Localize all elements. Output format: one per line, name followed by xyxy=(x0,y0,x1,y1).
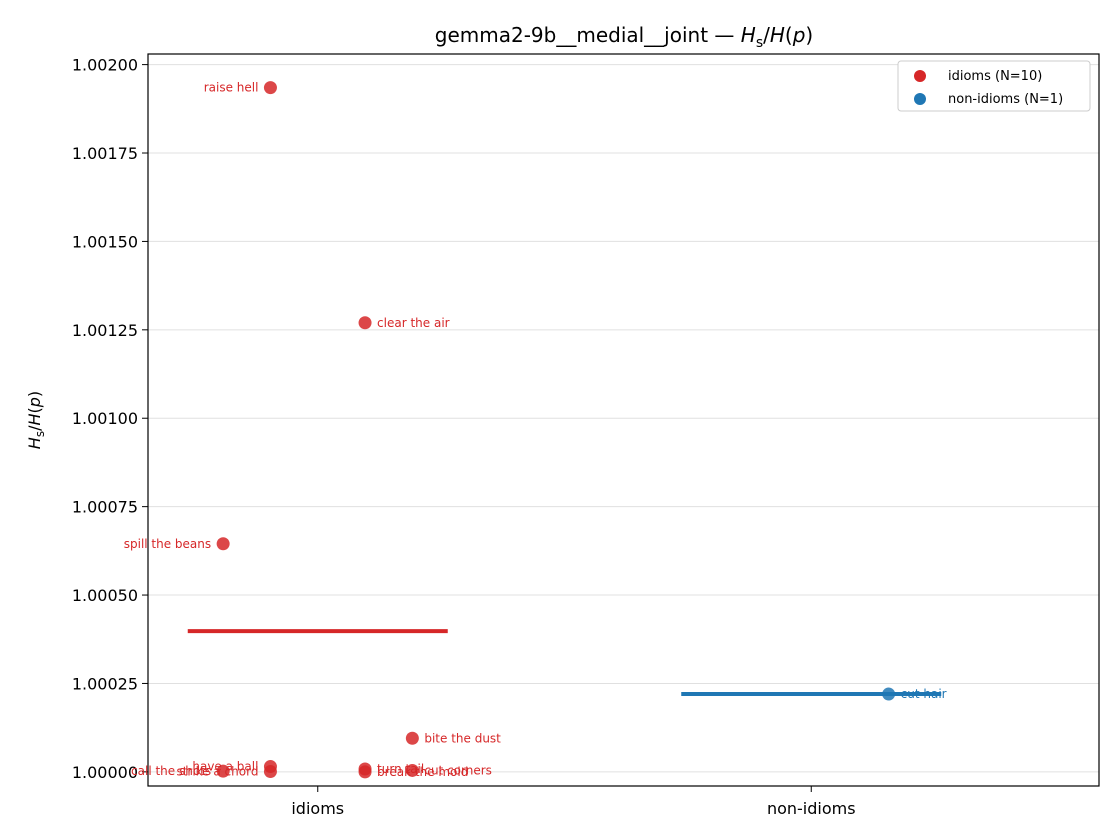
legend-marker-non-idioms xyxy=(914,93,926,105)
y-tick-label: 1.00100 xyxy=(72,409,138,428)
point-label: have a ball xyxy=(192,760,258,774)
mean-lines xyxy=(187,629,942,697)
legend-box xyxy=(897,60,1091,112)
chart-title: gemma2-9b__medial__joint — Hs/H(p) xyxy=(435,23,813,51)
grid xyxy=(148,64,1099,773)
point-label: turn tail xyxy=(377,762,424,776)
point-label: bite the dust xyxy=(424,731,501,745)
data-point xyxy=(216,764,230,778)
data-point xyxy=(216,537,230,551)
y-tick-label: 1.00150 xyxy=(72,232,138,251)
data-point xyxy=(405,763,419,777)
data-point xyxy=(263,765,277,779)
point-label: spill the beans xyxy=(124,537,211,551)
data-points xyxy=(216,81,896,779)
point-label: cut corners xyxy=(424,763,492,777)
point-labels: raise hell clear the air spill the beans bi… xyxy=(124,81,947,779)
y-tick-label: 1.00025 xyxy=(72,674,138,693)
y-tick-label: 1.00050 xyxy=(72,586,138,605)
y-axis: 1.00000 1.00025 1.00050 1.00075 1.00100 1.001… xyxy=(72,56,148,782)
legend-marker-idioms xyxy=(914,70,926,82)
legend-label-idioms: idioms (N=10) xyxy=(948,69,1042,84)
data-point xyxy=(882,687,896,701)
point-label: strike a chord xyxy=(176,765,258,779)
point-label: raise hell xyxy=(204,81,259,95)
data-point xyxy=(263,81,277,95)
y-tick-label: 1.00175 xyxy=(72,144,138,163)
data-point xyxy=(405,731,419,745)
y-tick-label: 1.00125 xyxy=(72,321,138,340)
point-label: break the mold xyxy=(377,765,468,779)
point-label: call the shots xyxy=(131,764,211,778)
x-axis: idioms non-idioms xyxy=(291,786,856,818)
data-point xyxy=(358,316,372,330)
y-axis-label: Hs/H(p) xyxy=(25,391,47,449)
y-tick-label: 1.00000 xyxy=(72,763,138,782)
plot-area xyxy=(147,53,1100,787)
y-tick-label: 1.00075 xyxy=(72,498,138,517)
y-tick-label: 1.00200 xyxy=(72,56,138,75)
legend-label-non-idioms: non-idioms (N=1) xyxy=(948,92,1063,107)
x-tick-label: non-idioms xyxy=(767,799,856,818)
data-point xyxy=(358,765,372,779)
legend: idioms (N=10) non-idioms (N=1) xyxy=(897,60,1091,112)
x-tick-label: idioms xyxy=(291,799,344,818)
point-label: clear the air xyxy=(377,316,450,330)
point-label: cut hair xyxy=(901,687,947,701)
